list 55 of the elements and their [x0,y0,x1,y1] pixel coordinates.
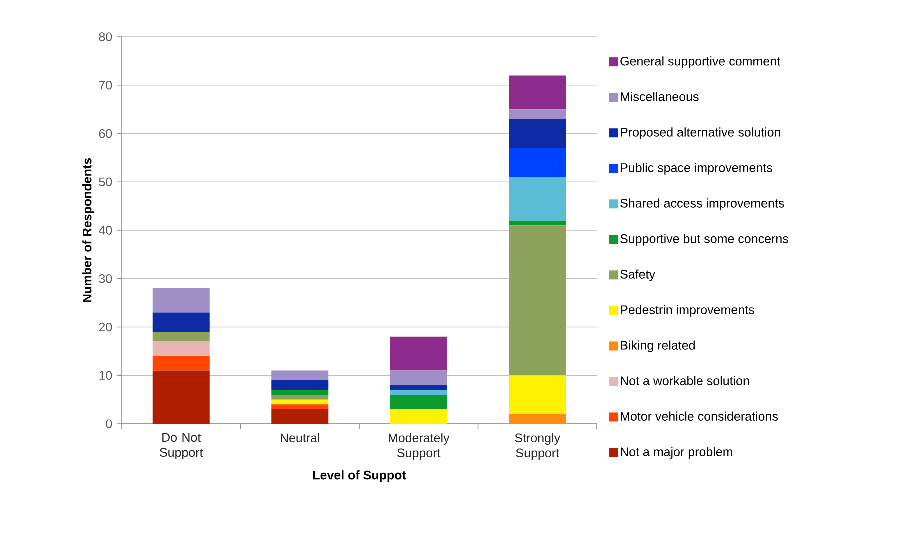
bar [152,370,210,424]
legend-label: Miscellaneous [621,92,699,102]
bar [390,394,448,410]
bar [390,385,448,390]
x-tick-label: Strongly Support [515,433,561,460]
bar [272,390,329,395]
bar [390,336,448,371]
legend-label: Motor vehicle considerations [621,412,778,421]
bar [509,414,566,424]
y-tick-label: 80 [99,32,112,42]
bar [152,312,210,332]
y-tick-label: 20 [99,322,112,332]
y-axis-title: Number of Respondents [82,158,94,302]
x-tick-label: Do Not Support [160,433,204,460]
bar [272,380,329,390]
y-tick-label: 60 [99,129,112,138]
bar [152,288,210,313]
legend-label: Public space improvements [621,163,772,175]
legend-label: Not a workable solution [621,376,750,386]
y-tick-label: 50 [99,178,112,187]
x-tick-label: Neutral [281,433,320,443]
legend-label: General supportive comment [620,56,780,68]
bar [272,370,329,380]
bar [509,376,566,414]
legend-label: Biking related [621,340,695,352]
bar [390,370,448,386]
bar [509,177,566,221]
legend-label: Supportive but some concerns [620,234,788,246]
bar [509,110,566,120]
legend-label: Shared access improvements [620,198,784,210]
legend-label: Not a major problem [621,447,732,459]
legend-label: Proposed alternative solution [621,128,780,140]
bar [390,409,448,424]
y-tick-label: 10 [100,371,112,380]
bar [509,226,566,376]
y-tick-label: 30 [99,274,112,284]
bar [390,390,448,395]
bar [509,220,566,226]
y-tick-label: 70 [99,80,112,90]
legend-label: Safety [620,270,656,282]
bar [272,404,329,410]
bar [509,148,566,178]
x-axis-title: Level of Suppot [313,470,406,482]
bar [509,119,566,148]
x-tick-label: Moderately Support [388,433,450,460]
bar [152,332,210,342]
bar [152,342,210,356]
y-tick-label: 0 [106,420,112,428]
bar [272,409,329,424]
bar [272,394,329,400]
y-tick-label: 40 [99,226,112,235]
bar [152,356,210,371]
bar [509,76,566,110]
bar [272,400,329,405]
legend-label: Pedestrin improvements [621,305,754,317]
